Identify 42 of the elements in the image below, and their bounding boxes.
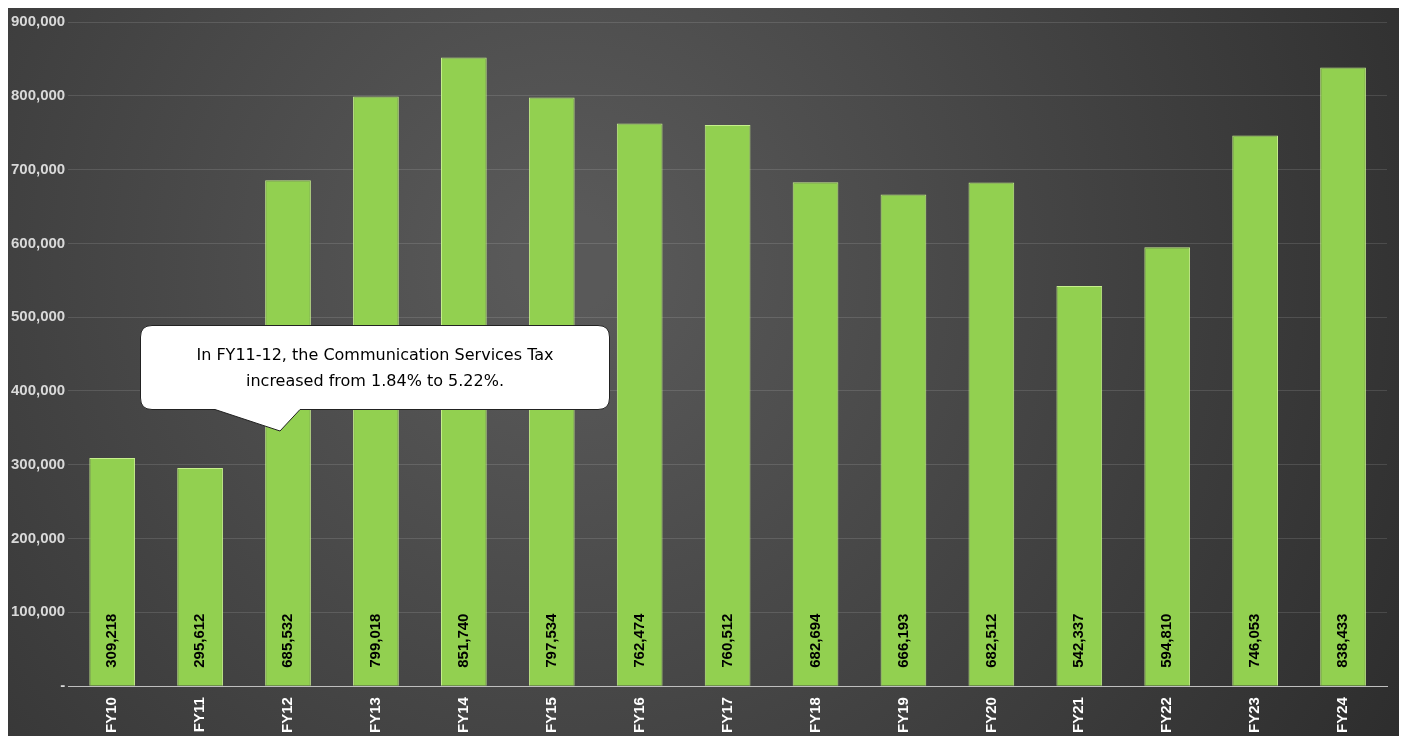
x-tick-label: FY14 — [454, 696, 471, 734]
y-tick-label: 600,000 — [10, 233, 66, 251]
x-tick-label: FY18 — [805, 697, 823, 734]
data-label: 838,433 — [1333, 613, 1351, 668]
data-label: 666,193 — [893, 613, 911, 668]
data-label: 760,512 — [717, 613, 735, 668]
x-tick-label: FY13 — [366, 697, 384, 734]
data-label: 746,053 — [1245, 613, 1263, 668]
callout-bubble: In FY11-12, the Communication Services Tax increased from 1.84% to 5.22%. — [140, 325, 610, 432]
x-tick-label: FY17 — [717, 697, 735, 734]
data-label: 762,474 — [629, 612, 647, 668]
y-tick-label: 800,000 — [10, 85, 66, 103]
x-tick-label: FY23 — [1245, 697, 1263, 734]
x-tick-label: FY20 — [981, 697, 999, 734]
y-tick-label: 300,000 — [10, 454, 66, 472]
y-tick-label: 400,000 — [10, 381, 66, 399]
data-label: 542,337 — [1069, 613, 1087, 668]
x-tick-label: FY10 — [102, 697, 120, 734]
x-tick-label: FY22 — [1157, 697, 1175, 734]
x-tick-label: FY11 — [190, 697, 208, 733]
y-tick-label: 700,000 — [10, 159, 66, 177]
y-tick-label: 100,000 — [10, 602, 66, 620]
x-tick-label: FY24 — [1333, 696, 1351, 734]
y-tick-label: 900,000 — [10, 12, 66, 30]
data-label: 594,810 — [1157, 613, 1175, 668]
x-tick-label: FY19 — [893, 697, 911, 734]
y-tick-label: - — [60, 676, 66, 694]
data-label: 682,512 — [981, 613, 999, 668]
data-label: 851,740 — [454, 613, 471, 668]
x-tick-label: FY21 — [1069, 697, 1087, 734]
data-label: 295,612 — [190, 613, 208, 668]
data-label: 685,532 — [278, 613, 296, 668]
annotation: In FY11-12, the Communication Services Tax increased from 1.84% to 5.22%. — [195, 343, 555, 392]
y-tick-label: 200,000 — [10, 528, 66, 546]
data-label: 799,018 — [366, 613, 384, 668]
y-tick-label: 500,000 — [10, 307, 66, 325]
x-tick-label: FY15 — [541, 697, 559, 734]
data-label: 682,694 — [805, 612, 823, 668]
data-label: 797,534 — [541, 612, 559, 668]
data-label: 309,218 — [102, 613, 120, 668]
x-tick-label: FY12 — [278, 697, 296, 734]
x-tick-label: FY16 — [629, 697, 647, 734]
